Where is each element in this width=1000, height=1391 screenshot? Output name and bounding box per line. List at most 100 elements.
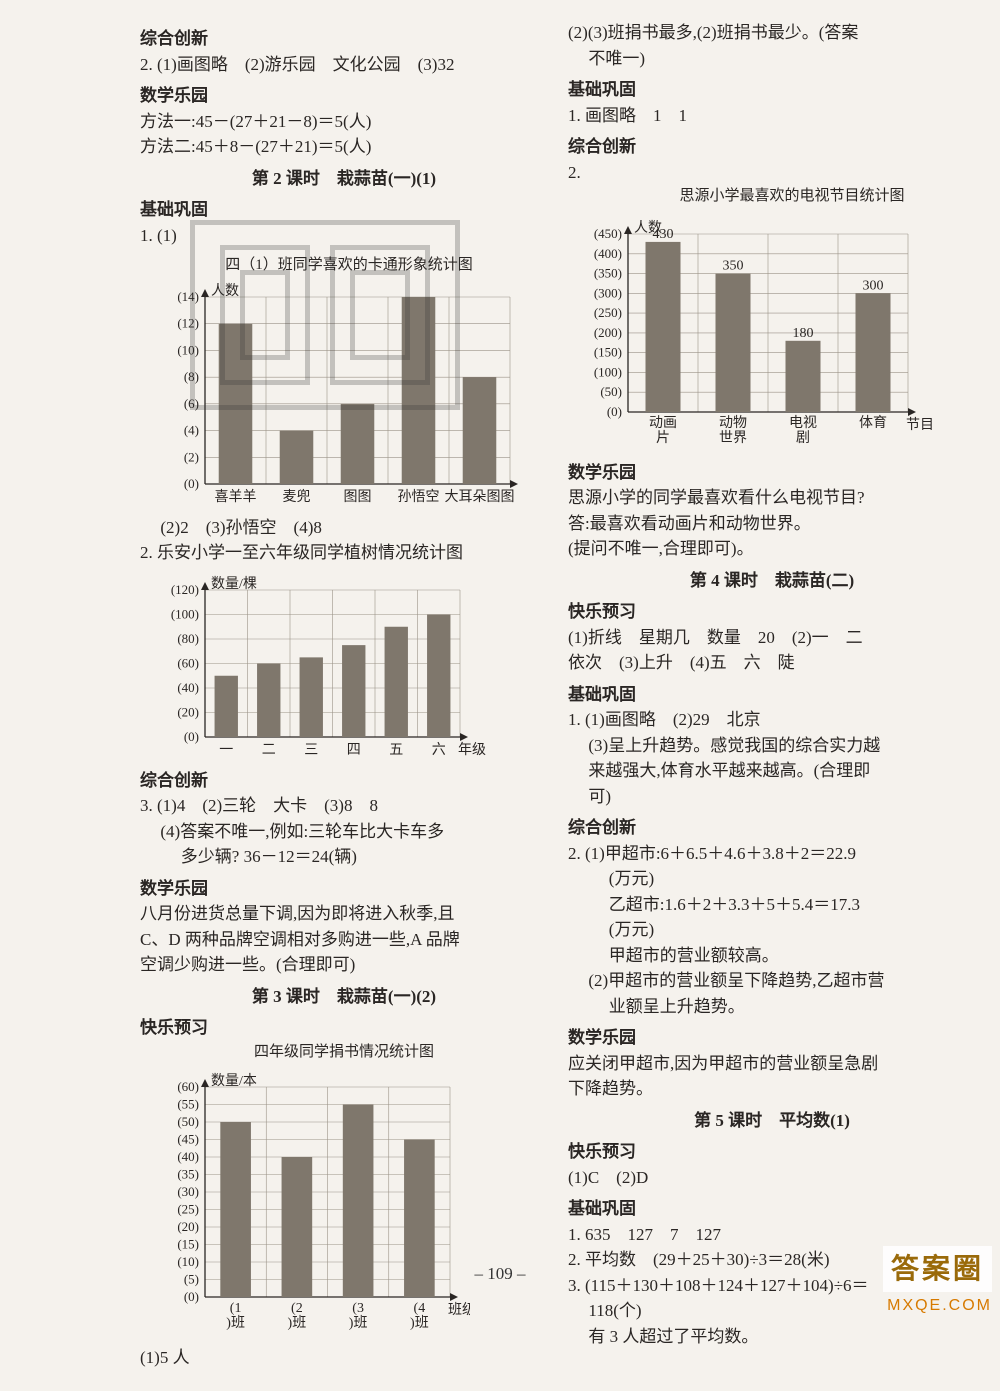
text-line: 乙超市:1.6＋2＋3.3＋5＋5.4＝17.3 [568, 892, 976, 918]
text-line: (提问不唯一,合理即可)。 [568, 536, 976, 562]
lesson-title: 第 3 课时 栽蒜苗(一)(2) [140, 984, 548, 1010]
text-line: (万元) [568, 866, 976, 892]
svg-text:(120): (120) [171, 582, 199, 597]
text-line: 不唯一) [568, 46, 976, 72]
svg-text:(0): (0) [184, 1289, 199, 1304]
text-line: (2)甲超市的营业额呈下降趋势,乙超市营 [568, 968, 976, 994]
lesson-title: 第 4 课时 栽蒜苗(二) [568, 568, 976, 594]
svg-text:(14): (14) [177, 289, 199, 304]
svg-text:节目: 节目 [906, 417, 934, 433]
heading: 综合创新 [568, 815, 976, 841]
svg-text:(400): (400) [594, 245, 622, 260]
svg-text:(40): (40) [177, 680, 199, 695]
heading: 快乐预习 [568, 599, 976, 625]
text-line: 方法一:45－(27＋21－8)＝5(人) [140, 109, 548, 135]
svg-text:剧: 剧 [796, 430, 810, 446]
watermark-text: 答案圈 [883, 1246, 992, 1292]
svg-text:(1: (1 [230, 1301, 242, 1316]
svg-text:六: 六 [432, 742, 446, 758]
svg-text:(300): (300) [594, 285, 622, 300]
svg-text:(100): (100) [594, 364, 622, 379]
svg-text:(25): (25) [177, 1202, 199, 1217]
text-line: 下降趋势。 [568, 1076, 976, 1102]
text-line: 方法二:45＋8－(27＋21)＝5(人) [140, 134, 548, 160]
svg-text:(150): (150) [594, 344, 622, 359]
heading: 综合创新 [568, 134, 976, 160]
text-line: (4)答案不唯一,例如:三轮车比大卡车多 [140, 819, 548, 845]
text-line: 2. [568, 160, 976, 186]
svg-text:三: 三 [304, 743, 318, 758]
heading: 快乐预习 [568, 1139, 976, 1165]
text-line: 3. (1)4 (2)三轮 大卡 (3)8 8 [140, 793, 548, 819]
heading: 综合创新 [140, 768, 548, 794]
svg-text:麦兜: 麦兜 [283, 489, 311, 505]
svg-text:350: 350 [723, 258, 744, 273]
text-line: 思源小学的同学最喜欢看什么电视节目? [568, 485, 976, 511]
svg-text:(80): (80) [177, 631, 199, 646]
heading: 基础巩固 [140, 197, 548, 223]
bar-chart: (0)(2)(4)(6)(8)(10)(12)(14)喜羊羊麦兜图图孙悟空大耳朵… [150, 279, 520, 509]
page-container: 综合创新 2. (1)画图略 (2)游乐园 文化公园 (3)32 数学乐园 方法… [0, 0, 1000, 1391]
text-line: 2. (1)甲超市:6＋6.5＋4.6＋3.8＋2＝22.9 [568, 841, 976, 867]
svg-text:)班: )班 [349, 1315, 368, 1331]
svg-text:(12): (12) [177, 315, 199, 330]
svg-text:(4: (4 [414, 1301, 426, 1316]
heading: 快乐预习 [140, 1015, 548, 1041]
text-line: (2)(3)班捐书最多,(2)班捐书最少。(答案 [568, 20, 976, 46]
svg-text:(3: (3 [352, 1301, 364, 1316]
svg-text:300: 300 [863, 278, 884, 293]
text-line: C、D 两种品牌空调相对多购进一些,A 品牌 [140, 927, 548, 953]
svg-text:年级: 年级 [458, 742, 486, 758]
heading: 基础巩固 [568, 682, 976, 708]
svg-text:(60): (60) [177, 655, 199, 670]
text-line: (1)5 人 [140, 1345, 548, 1371]
text-line: (2)2 (3)孙悟空 (4)8 [140, 515, 548, 541]
text-line: 1. (1) [140, 223, 548, 249]
svg-text:喜羊羊: 喜羊羊 [215, 489, 257, 505]
svg-text:(20): (20) [177, 704, 199, 719]
svg-text:(0): (0) [184, 729, 199, 744]
svg-text:(2: (2 [291, 1301, 303, 1316]
text-line: 空调少购进一些。(合理即可) [140, 952, 548, 978]
text-line: 应关闭甲超市,因为甲超市的营业额呈急剧 [568, 1051, 976, 1077]
text-line: (1)折线 星期几 数量 20 (2)一 二 [568, 625, 976, 651]
text-line: (万元) [568, 917, 976, 943]
svg-text:片: 片 [656, 430, 670, 446]
svg-text:人数: 人数 [211, 283, 239, 299]
chart-1: 四（1）班同学喜欢的卡通形象统计图 (0)(2)(4)(6)(8)(10)(12… [150, 254, 548, 509]
text-line: 2. (1)画图略 (2)游乐园 文化公园 (3)32 [140, 52, 548, 78]
bar-chart: (0)(5)(10)(15)(20)(25)(30)(35)(40)(45)(5… [150, 1069, 470, 1339]
text-line: 答:最喜欢看动画片和动物世界。 [568, 511, 976, 537]
svg-text:(30): (30) [177, 1184, 199, 1199]
heading: 基础巩固 [568, 77, 976, 103]
chart-3: (0)(5)(10)(15)(20)(25)(30)(35)(40)(45)(5… [150, 1069, 548, 1339]
svg-text:(250): (250) [594, 305, 622, 320]
svg-text:(350): (350) [594, 265, 622, 280]
heading: 数学乐园 [568, 460, 976, 486]
svg-text:)班: )班 [288, 1315, 307, 1331]
heading: 数学乐园 [568, 1025, 976, 1051]
svg-text:数量/棵: 数量/棵 [211, 576, 257, 592]
svg-text:(50): (50) [600, 384, 622, 399]
text-line: 来越强大,体育水平越来越高。(合理即 [568, 758, 976, 784]
svg-text:动画: 动画 [649, 415, 677, 431]
text-line: 1. 635 127 7 127 [568, 1222, 976, 1248]
svg-text:动物: 动物 [719, 415, 747, 431]
heading: 数学乐园 [140, 83, 548, 109]
text-line: (1)C (2)D [568, 1165, 976, 1191]
text-line: 1. (1)画图略 (2)29 北京 [568, 707, 976, 733]
text-line: 2. 乐安小学一至六年级同学植树情况统计图 [140, 540, 548, 566]
heading: 综合创新 [140, 26, 548, 52]
svg-text:(6): (6) [184, 395, 199, 410]
svg-text:(20): (20) [177, 1219, 199, 1234]
svg-text:(60): (60) [177, 1079, 199, 1094]
svg-text:体育: 体育 [859, 415, 887, 431]
svg-text:(450): (450) [594, 226, 622, 241]
chart-2: (0)(20)(40)(60)(80)(100)(120)一二三四五六数量/棵年… [150, 572, 548, 762]
svg-text:电视: 电视 [789, 415, 817, 431]
lesson-title: 第 2 课时 栽蒜苗(一)(1) [140, 166, 548, 192]
svg-text:孙悟空: 孙悟空 [398, 489, 440, 505]
chart-4: (0)(50)(100)(150)(200)(250)(300)(350)(40… [578, 214, 976, 454]
chart-title: 四年级同学捐书情况统计图 [140, 1041, 548, 1064]
text-line: (3)呈上升趋势。感觉我国的综合实力越 [568, 733, 976, 759]
